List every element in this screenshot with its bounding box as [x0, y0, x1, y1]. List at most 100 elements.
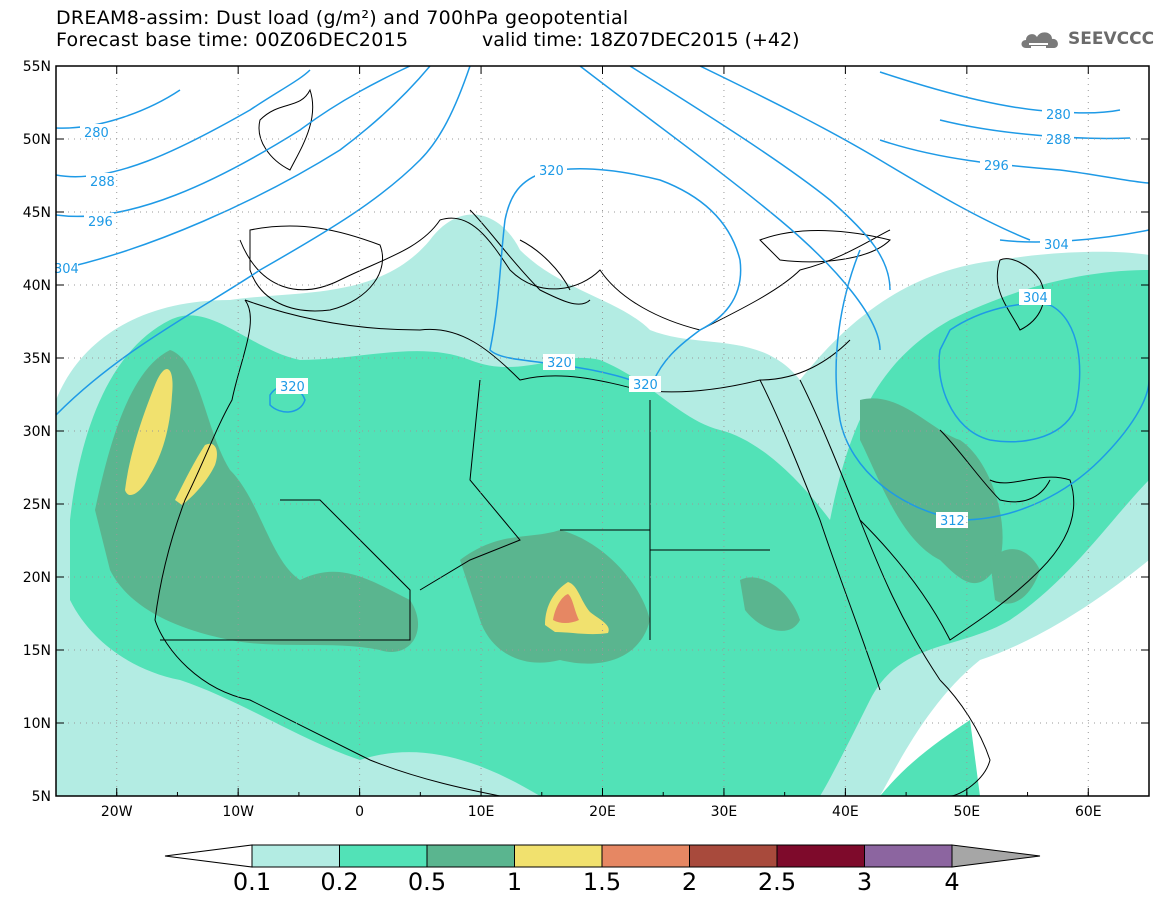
lon-tick-label: 20E [589, 804, 616, 820]
contour-label: 304 [1023, 291, 1048, 306]
chart-title: DREAM8-assim: Dust load (g/m²) and 700hP… [56, 7, 629, 29]
brand-name: SEEVCCC [1068, 29, 1155, 49]
contour-label: 280 [84, 126, 109, 141]
contour-label: 296 [88, 215, 113, 230]
border-sahara [160, 379, 770, 641]
cloud-logo-icon [1021, 32, 1058, 48]
lat-tick-label: 40N [23, 278, 51, 294]
coast-british-isles [258, 88, 314, 171]
lon-tick-label: 50E [953, 804, 980, 820]
contour-label: 320 [547, 356, 572, 371]
colorbar-segment [426, 844, 515, 868]
contour-label: 280 [1046, 108, 1071, 123]
contour-label: 320 [280, 380, 305, 395]
colorbar-label: 0.5 [407, 868, 447, 896]
dust-band-1-atlantic [125, 368, 173, 495]
contour-312-west [56, 66, 471, 416]
lat-tick-label: 10N [23, 716, 51, 732]
colorbar-label: 3 [856, 868, 873, 896]
coast-africa-north [154, 299, 501, 796]
colorbar-label: 0.2 [320, 868, 359, 896]
lon-tick-label: 10W [222, 804, 254, 820]
lat-tick-label: 35N [23, 351, 51, 367]
coast-gulf [939, 429, 1051, 503]
lon-tick-label: 20W [101, 804, 133, 820]
colorbar-segment [601, 844, 690, 868]
dust-field [56, 214, 1149, 796]
valid-time: valid time: 18Z07DEC2015 (+42) [482, 29, 800, 51]
lat-tick-label: 15N [23, 643, 51, 659]
contour-296-east [879, 139, 1149, 184]
dust-band-0-2-south [880, 720, 980, 796]
coast-east-africa [939, 679, 991, 796]
contour-304-mid [699, 66, 1031, 241]
dust-band-0-5-east [860, 398, 1003, 584]
contour-label: 320 [539, 164, 564, 179]
lat-tick-label: 30N [23, 424, 51, 440]
forecast-base-time: Forecast base time: 00Z06DEC2015 [56, 29, 409, 51]
colorbar-label: 2.5 [757, 868, 797, 896]
lon-tick-label: 30E [711, 804, 738, 820]
colorbar-under-triangle [164, 844, 253, 868]
colorbar-label: 1.5 [582, 868, 622, 896]
lon-tick-label: 60E [1075, 804, 1102, 820]
coast-caspian [996, 258, 1045, 331]
coast-black-sea [759, 230, 891, 263]
lat-tick-label: 45N [23, 205, 51, 221]
colorbar-segment [864, 844, 953, 868]
colorbar-label: 1 [506, 868, 523, 896]
contour-288-mid [579, 66, 881, 351]
contour-296-mid [629, 66, 891, 291]
coastlines [154, 88, 1075, 796]
coast-iberia [249, 225, 384, 312]
colorbar-segment [776, 844, 865, 868]
lon-tick-label: 0 [355, 804, 364, 820]
coast-europe-south [239, 217, 891, 331]
contour-label: 304 [54, 262, 79, 277]
colorbar-segment [689, 844, 778, 868]
dust-band-0-5-sudan [740, 577, 800, 631]
lat-tick-label: 55N [23, 59, 51, 75]
lat-tick-label: 20N [23, 570, 51, 586]
dust-band-0-5-west [95, 350, 419, 652]
colorbar-segment [514, 844, 603, 868]
colorbar-label: 2 [681, 868, 698, 896]
longitude-axis: 20W 10W 0 10E 20E 30E 40E 50E 60E [55, 66, 1150, 820]
lon-tick-label: 40E [832, 804, 859, 820]
contour-304-west [56, 66, 431, 271]
colorbar-over-triangle [951, 844, 1041, 868]
contour-label: 296 [984, 159, 1009, 174]
contour-label: 312 [940, 514, 965, 529]
colorbar [164, 844, 1041, 868]
coast-arabia [859, 476, 1075, 641]
graticule [56, 66, 1149, 796]
lat-tick-label: 25N [23, 497, 51, 513]
contour-280-west [56, 89, 181, 129]
contour-label: 288 [90, 175, 115, 190]
contour-320-central [489, 168, 742, 392]
contour-296-west [56, 66, 411, 218]
lat-tick-label: 50N [23, 132, 51, 148]
contour-label: 320 [633, 378, 658, 393]
colorbar-segment [339, 844, 428, 868]
lat-tick-label: 5N [32, 789, 51, 805]
latitude-axis: 55N 50N 45N 40N 35N 30N 25N 20N 15N 10N 5N [23, 59, 1149, 805]
contour-288-west [56, 69, 311, 178]
dust-band-1-morocco [175, 443, 217, 505]
coast-italy [469, 209, 591, 305]
coast-mediterranean [244, 299, 851, 393]
contour-280-east [879, 71, 1121, 114]
lon-tick-label: 10E [468, 804, 495, 820]
colorbar-segment [251, 844, 340, 868]
contour-label: 304 [1044, 238, 1069, 253]
contour-label: 288 [1046, 133, 1071, 148]
contour-labels: 280 288 296 304 280 288 296 304 320 320 … [54, 106, 1074, 529]
dust-band-1-5-chad [553, 594, 579, 623]
dust-band-0-5-arabia [990, 549, 1040, 604]
colorbar-label: 4 [944, 868, 960, 896]
colorbar-label: 0.1 [232, 868, 272, 896]
brand-logo: SEEVCCC [1018, 26, 1154, 52]
contour-304-east [999, 229, 1149, 243]
contour-288-east [939, 119, 1131, 140]
